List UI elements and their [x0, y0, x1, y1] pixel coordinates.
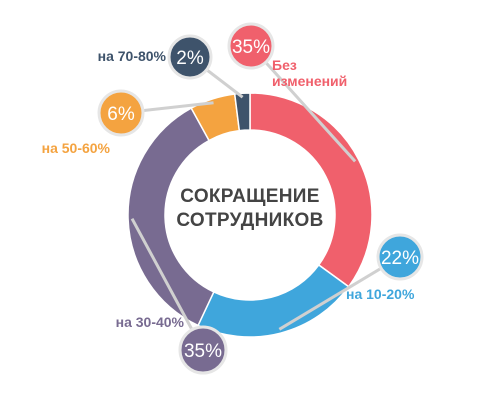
center-title: СОКРАЩЕНИЕ СОТРУДНИКОВ: [176, 186, 323, 231]
center-title-line-2: СОТРУДНИКОВ: [176, 210, 323, 231]
percent-label-3: 35%: [184, 341, 222, 362]
percent-bubble-5: [167, 34, 213, 80]
percent-bubble-3: [178, 325, 228, 375]
category-label-4: на 50-60%: [42, 140, 111, 156]
donut-slices: [127, 92, 373, 338]
percent-label-4: 6%: [107, 104, 135, 125]
slice-1: [249, 92, 373, 288]
percent-bubbles: 35% 22% 35% 6% 2%: [97, 22, 424, 375]
percent-label-5: 2%: [176, 48, 204, 69]
center-title-line-1: СОКРАЩЕНИЕ: [180, 186, 319, 207]
percent-bubble-4: [97, 89, 145, 137]
percent-bubble-1: [227, 22, 275, 70]
category-label-1-line-2: изменений: [272, 73, 347, 89]
leader-line-1: [249, 44, 357, 163]
leader-line-3: [130, 217, 205, 351]
percent-label-1: 35%: [232, 37, 270, 58]
category-label-2: на 10-20%: [346, 286, 415, 302]
category-label-5: на 70-80%: [98, 48, 167, 64]
slice-3: [127, 107, 215, 327]
category-label-3: на 30-40%: [116, 314, 185, 330]
percent-bubble-2: [376, 233, 424, 281]
category-label-1-line-1: Без: [272, 57, 297, 73]
percent-label-2: 22%: [381, 248, 419, 269]
